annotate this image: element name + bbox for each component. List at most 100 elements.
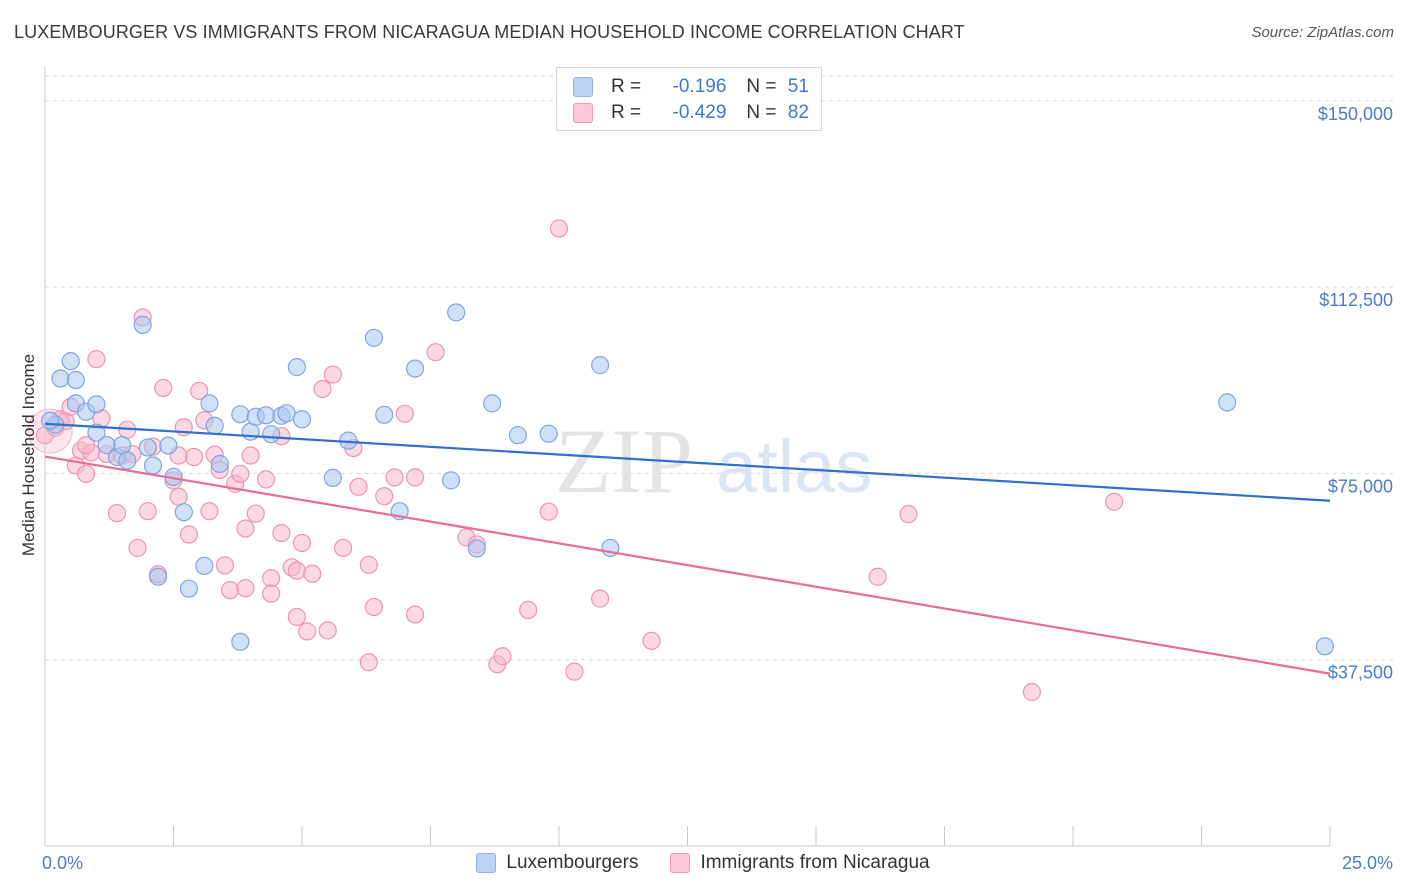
luxembourgers-point: [1315, 637, 1334, 656]
n-label: N =: [746, 76, 777, 97]
nicaragua-point: [493, 647, 512, 666]
stats-legend-row-nicaragua: R = -0.429 N = 82: [573, 100, 809, 126]
nicaragua-point: [262, 584, 281, 603]
nicaragua-point: [349, 477, 368, 496]
gridlines: [45, 75, 1395, 661]
stats-legend: R = -0.196 N = 51 R = -0.429 N = 82: [556, 67, 822, 131]
luxembourgers-point: [323, 468, 342, 487]
r-value: -0.196: [672, 76, 727, 97]
nicaragua-point: [359, 653, 378, 672]
luxembourgers-point: [508, 426, 527, 445]
luxembourgers-point: [87, 423, 106, 442]
legend-label: Immigrants from Nicaragua: [700, 852, 930, 873]
legend-label: Luxembourgers: [506, 852, 639, 873]
chart-title: LUXEMBOURGER VS IMMIGRANTS FROM NICARAGU…: [14, 22, 965, 42]
nicaragua-point: [642, 631, 661, 650]
luxembourgers-point: [210, 454, 229, 474]
nicaragua-point: [292, 533, 312, 553]
nicaragua-point: [303, 564, 322, 583]
nicaragua-point: [262, 569, 281, 588]
y-tick-labels: $37,500 $75,000 $112,500 $150,000: [1318, 104, 1393, 683]
luxembourgers-point: [148, 567, 168, 586]
nicaragua-point: [334, 538, 353, 558]
nicaragua-point: [200, 502, 219, 521]
luxembourgers-swatch: [476, 853, 497, 873]
legend-item-luxembourgers: Luxembourgers: [476, 852, 638, 874]
source-label: Source: ZipAtlas.com: [1251, 24, 1394, 41]
luxembourgers-point: [51, 369, 70, 388]
luxembourgers-point: [405, 359, 425, 378]
nicaragua-point: [107, 504, 127, 523]
nicaragua-point: [241, 446, 260, 465]
luxembourgers-point: [483, 394, 502, 413]
luxembourgers-point: [277, 404, 296, 423]
luxembourgers-point: [174, 503, 193, 522]
nicaragua-point: [395, 404, 414, 423]
nicaragua-point: [246, 504, 265, 523]
nicaragua-point: [591, 589, 610, 608]
nicaragua-swatch: [573, 103, 593, 123]
luxembourgers-point: [467, 539, 486, 558]
luxembourgers-point: [231, 405, 250, 424]
luxembourgers-point: [231, 632, 250, 651]
nicaragua-point: [272, 523, 291, 543]
nicaragua-point: [375, 487, 394, 506]
luxembourgers-point: [66, 370, 85, 390]
nicaragua-point: [138, 502, 157, 521]
luxembourgers-point: [41, 411, 60, 430]
n-value: 82: [787, 102, 809, 123]
nicaragua-point: [220, 581, 240, 600]
luxembourgers-point: [118, 451, 137, 470]
nicaragua-point: [236, 579, 255, 598]
luxembourgers-point: [364, 328, 384, 347]
n-value: 51: [787, 76, 809, 97]
r-label: R =: [611, 76, 642, 97]
y-tick-label: $37,500: [1328, 663, 1393, 683]
nicaragua-swatch: [670, 853, 691, 873]
axes: [44, 66, 1331, 847]
nicaragua-point: [364, 597, 384, 617]
nicaragua-point: [565, 662, 584, 681]
n-label: N =: [746, 102, 777, 123]
nicaragua-point: [154, 378, 173, 398]
luxembourgers-point: [133, 315, 152, 334]
nicaragua-point: [426, 343, 445, 362]
nicaragua-point: [549, 219, 569, 238]
luxembourgers-point: [205, 416, 224, 435]
nicaragua-point: [359, 555, 378, 574]
nicaragua-point: [77, 436, 96, 455]
series-nicaragua-points: [27, 219, 1124, 702]
nicaragua-point: [287, 561, 306, 580]
y-tick-label: $112,500: [1319, 290, 1393, 310]
luxembourgers-point: [447, 303, 466, 322]
nicaragua-point: [1022, 682, 1041, 702]
luxembourgers-point: [87, 395, 106, 414]
luxembourgers-point: [591, 356, 610, 375]
luxembourgers-point: [1218, 393, 1237, 412]
luxembourgers-point: [256, 406, 276, 425]
nicaragua-point: [405, 468, 425, 487]
luxembourgers-point: [143, 456, 163, 475]
nicaragua-point: [87, 350, 106, 369]
luxembourgers-point: [112, 436, 132, 455]
stats-legend-row-luxembourgers: R = -0.196 N = 51: [573, 74, 809, 100]
y-axis-label: Median Household Income: [19, 354, 38, 556]
y-tick-label: $150,000: [1318, 104, 1393, 124]
watermark: ZIP atlas: [555, 410, 872, 512]
nicaragua-point: [184, 447, 204, 467]
luxembourgers-point: [292, 410, 312, 429]
nicaragua-point: [323, 365, 342, 384]
luxembourgers-point: [287, 358, 306, 377]
luxembourgers-point: [179, 579, 199, 598]
nicaragua-point: [256, 470, 276, 489]
luxembourgers-trend-line: [44, 422, 1331, 502]
nicaragua-point: [190, 381, 209, 401]
watermark-atlas: atlas: [716, 425, 872, 508]
nicaragua-point: [128, 538, 147, 558]
nicaragua-point: [385, 468, 404, 487]
luxembourgers-point: [159, 436, 178, 455]
x-tick-label-max: 25.0%: [1342, 853, 1393, 873]
r-label: R =: [611, 102, 642, 123]
trend-lines: [44, 422, 1331, 675]
